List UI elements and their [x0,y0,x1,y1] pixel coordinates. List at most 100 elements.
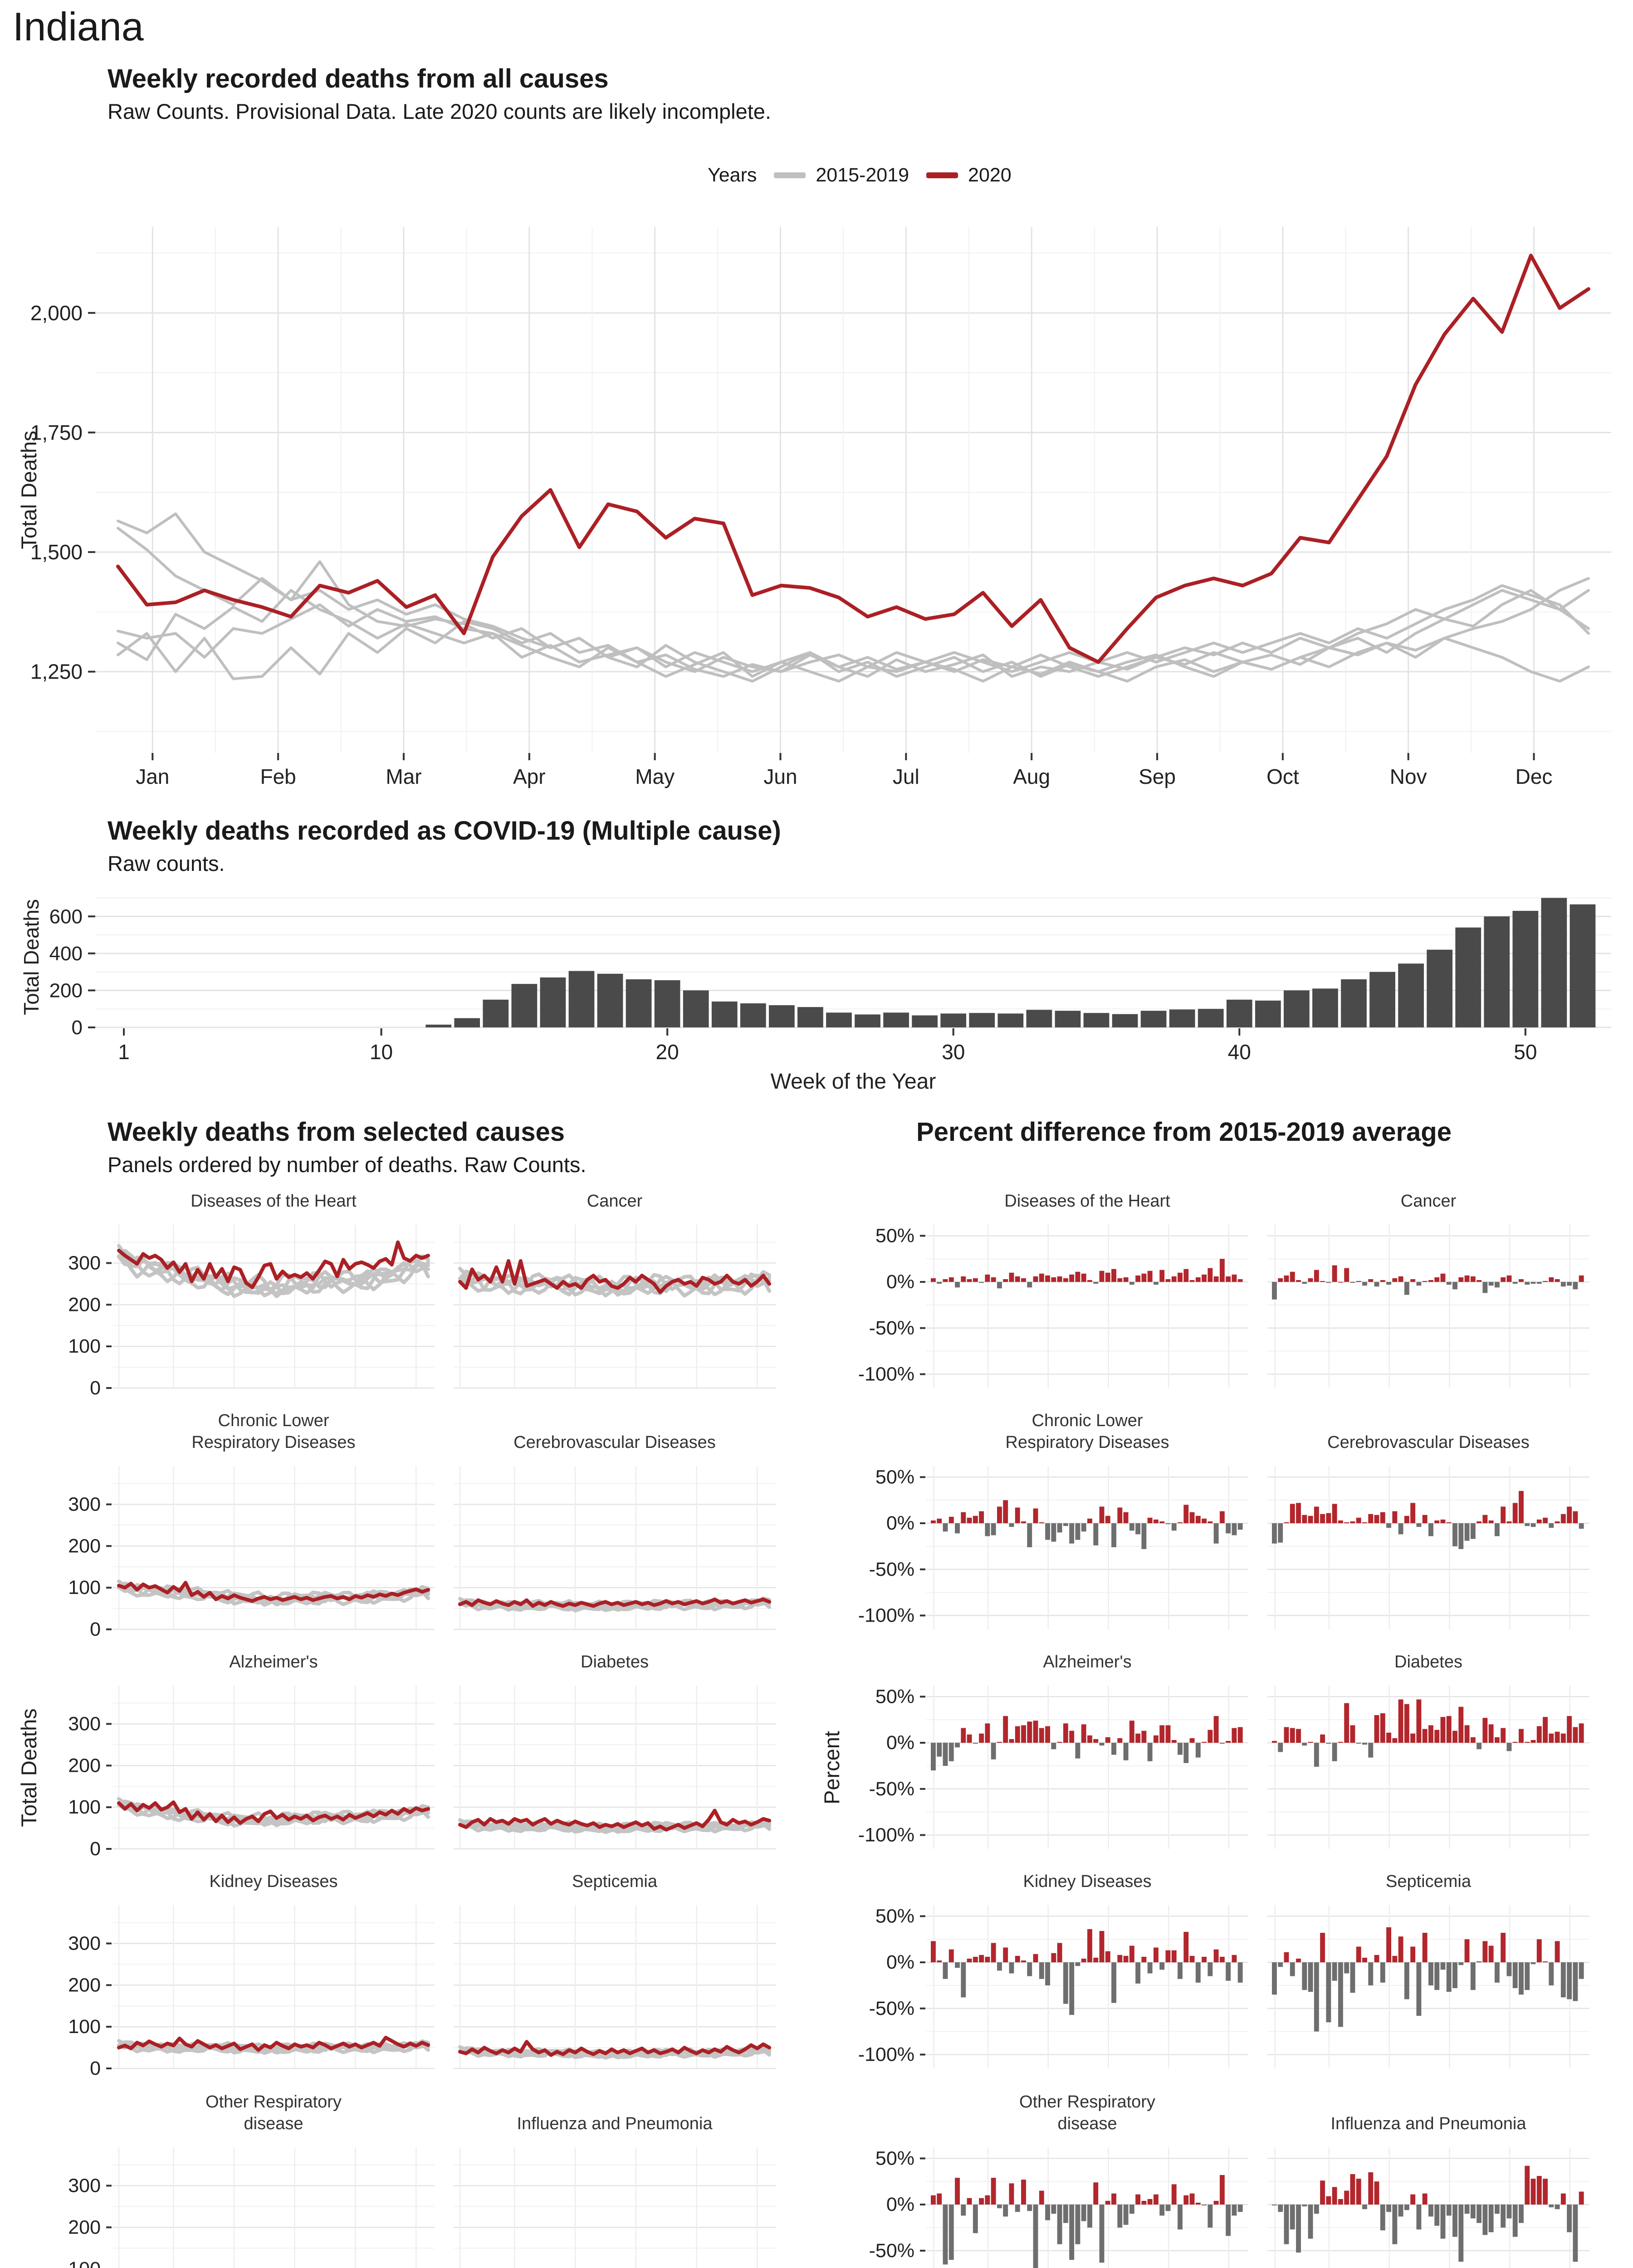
svg-text:2,000: 2,000 [30,301,83,325]
svg-text:-50%: -50% [869,1559,914,1580]
svg-text:-100%: -100% [858,2043,914,2065]
legend-item-label: 2015-2019 [816,164,909,186]
svg-text:0%: 0% [886,2194,914,2215]
svg-text:Jan: Jan [136,765,169,788]
svg-text:Influenza and Pneumonia: Influenza and Pneumonia [1331,2114,1527,2133]
svg-text:0%: 0% [886,1951,914,1973]
gray-line-swatch-icon [774,172,806,178]
panel-pct-septicemia [1267,1905,1589,2068]
svg-text:Nov: Nov [1390,765,1427,788]
svg-text:200: 200 [68,1294,101,1315]
svg-text:50%: 50% [875,2147,914,2169]
svg-text:300: 300 [68,1932,101,1954]
svg-text:1,250: 1,250 [30,660,83,684]
x-axis: Jan Feb Mar Apr May Jun Jul Aug Sep Oct Nov Dec [136,753,1552,788]
svg-text:0: 0 [72,1017,83,1039]
svg-text:Diseases of the Heart: Diseases of the Heart [1004,1192,1170,1211]
svg-text:100: 100 [68,2016,101,2038]
svg-text:20: 20 [656,1040,679,1064]
panel-pct-other-respiratory-disease [926,2147,1248,2268]
svg-text:Kidney Diseases: Kidney Diseases [209,1872,337,1891]
panel-other-respiratory-disease [112,2147,435,2268]
svg-text:Chronic Lower: Chronic Lower [218,1411,329,1430]
pct-title: Percent difference from 2015-2019 averag… [916,1117,1452,1147]
svg-text:Total Deaths: Total Deaths [17,1708,41,1827]
svg-text:Dec: Dec [1516,765,1553,788]
covid-title: Weekly deaths recorded as COVID-19 (Mult… [108,816,781,846]
svg-text:0%: 0% [886,1732,914,1754]
svg-text:600: 600 [49,905,83,928]
svg-text:Chronic Lower: Chronic Lower [1032,1411,1143,1430]
covid-subtitle: Raw counts. [108,851,225,875]
svg-text:1,750: 1,750 [30,420,83,444]
all-causes-title: Weekly recorded deaths from all causes [108,64,609,93]
series-2015-2019 [117,512,1590,683]
panel-diseases-of-the-heart [112,1225,435,1389]
svg-text:10: 10 [370,1040,393,1064]
svg-text:0: 0 [90,1377,101,1399]
causes-title: Weekly deaths from selected causes [108,1117,565,1147]
svg-text:Cerebrovascular Diseases: Cerebrovascular Diseases [1327,1433,1530,1452]
svg-text:Total Deaths: Total Deaths [20,899,43,1015]
red-line-swatch-icon [926,172,958,178]
svg-text:100: 100 [68,1796,101,1818]
svg-text:Other Respiratory: Other Respiratory [1019,2092,1155,2112]
svg-text:0: 0 [90,2058,101,2079]
svg-text:300: 300 [68,1713,101,1735]
legend-item-label: 2020 [968,164,1012,186]
panel-septicemia [454,1905,776,2069]
svg-text:Kidney Diseases: Kidney Diseases [1023,1872,1151,1891]
svg-text:300: 300 [68,1252,101,1274]
svg-text:Feb: Feb [260,765,296,788]
panel-pct-influenza-and-pneumonia [1267,2147,1589,2268]
covid-bars [425,898,1596,1027]
y-axis: 0 200 400 600 Total Deaths [20,899,95,1039]
svg-text:0: 0 [90,1838,101,1860]
svg-text:Respiratory Diseases: Respiratory Diseases [1005,1433,1169,1452]
svg-text:-50%: -50% [869,1778,914,1800]
causes-count-panels: Diseases of the Heart 0 100 200 300 Cancer Chr… [17,1192,776,2268]
series-2020 [116,254,1590,664]
panel-chronic-lower-respiratory-diseases [112,1466,435,1630]
svg-text:disease: disease [1058,2114,1117,2133]
svg-text:May: May [635,765,675,788]
svg-text:Diabetes: Diabetes [581,1652,649,1672]
panel-influenza-and-pneumonia [454,2147,776,2268]
svg-text:Diseases of the Heart: Diseases of the Heart [191,1192,357,1211]
svg-text:-100%: -100% [858,1363,914,1385]
svg-text:Cerebrovascular Diseases: Cerebrovascular Diseases [513,1433,716,1452]
svg-text:-100%: -100% [858,1604,914,1626]
panel-pct-diseases-of-the-heart [926,1225,1248,1388]
svg-text:Septicemia: Septicemia [572,1872,658,1891]
svg-text:Jun: Jun [763,765,797,788]
svg-text:Alzheimer's: Alzheimer's [1043,1652,1131,1672]
panel-pct-cancer [1267,1225,1589,1388]
svg-text:400: 400 [49,943,83,965]
svg-text:Percent: Percent [820,1731,844,1804]
svg-text:0%: 0% [886,1512,914,1534]
svg-text:50%: 50% [875,1686,914,1707]
svg-text:Cancer: Cancer [587,1192,643,1211]
legend-item-2015-2019: 2015-2019 [774,164,909,186]
panel-pct-chronic-lower-respiratory-diseases [926,1466,1248,1629]
panel-alzheimer's [112,1686,435,1850]
svg-text:40: 40 [1228,1040,1251,1064]
all-causes-subtitle: Raw Counts. Provisional Data. Late 2020 … [108,99,771,123]
percent-diff-panels: Diseases of the Heart 50% 0% -50% -100% Cance… [820,1192,1589,2268]
x-axis: 1 10 20 30 40 50 Week of the Year [118,1028,1537,1094]
years-legend: Years 2015-2019 2020 [708,164,1012,186]
legend-item-2020: 2020 [926,164,1012,186]
svg-text:0%: 0% [886,1271,914,1293]
svg-text:50: 50 [1514,1040,1537,1064]
panel-cerebrovascular-diseases [454,1466,776,1630]
svg-text:100: 100 [68,2258,101,2268]
svg-text:300: 300 [68,1493,101,1515]
svg-text:1: 1 [118,1040,130,1064]
panel-cancer [454,1225,776,1389]
svg-text:Other Respiratory: Other Respiratory [205,2092,342,2112]
svg-text:Apr: Apr [513,765,546,788]
svg-text:Total Deaths: Total Deaths [17,430,41,549]
svg-text:200: 200 [68,1974,101,1996]
svg-text:100: 100 [68,1577,101,1598]
